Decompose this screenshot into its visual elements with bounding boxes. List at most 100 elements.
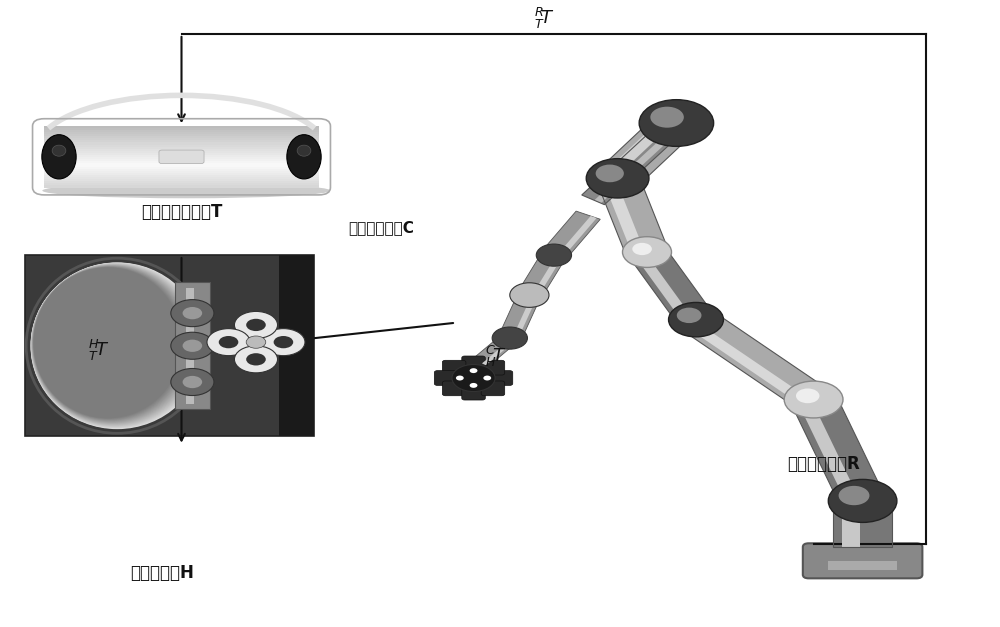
Text: $^H_T\!T$: $^H_T\!T$	[88, 338, 109, 363]
Circle shape	[622, 237, 672, 268]
FancyBboxPatch shape	[44, 126, 319, 128]
FancyBboxPatch shape	[44, 186, 319, 187]
Polygon shape	[680, 310, 829, 409]
Polygon shape	[833, 501, 892, 547]
Circle shape	[470, 368, 477, 373]
Ellipse shape	[31, 264, 197, 426]
FancyBboxPatch shape	[44, 149, 319, 150]
Circle shape	[183, 307, 202, 319]
Polygon shape	[594, 124, 684, 203]
Circle shape	[796, 389, 819, 403]
Circle shape	[171, 369, 214, 396]
Ellipse shape	[32, 265, 195, 424]
Circle shape	[639, 100, 714, 146]
Circle shape	[632, 243, 652, 255]
Ellipse shape	[31, 263, 203, 429]
Polygon shape	[842, 501, 860, 547]
FancyBboxPatch shape	[159, 150, 204, 164]
Circle shape	[828, 480, 897, 522]
Circle shape	[536, 244, 572, 266]
Ellipse shape	[34, 267, 182, 418]
Circle shape	[452, 364, 495, 391]
FancyBboxPatch shape	[44, 177, 319, 179]
Polygon shape	[603, 179, 645, 255]
Circle shape	[470, 383, 477, 388]
Circle shape	[596, 164, 624, 182]
Polygon shape	[482, 339, 515, 366]
Text: 感光板坐标系C: 感光板坐标系C	[348, 220, 414, 235]
Polygon shape	[582, 118, 688, 204]
Ellipse shape	[33, 266, 186, 420]
Ellipse shape	[32, 266, 190, 423]
Circle shape	[246, 353, 266, 366]
FancyBboxPatch shape	[44, 153, 319, 155]
FancyBboxPatch shape	[44, 167, 319, 169]
FancyBboxPatch shape	[44, 169, 319, 171]
Ellipse shape	[31, 263, 201, 428]
Circle shape	[219, 336, 238, 348]
Polygon shape	[532, 256, 562, 297]
Ellipse shape	[42, 135, 76, 179]
Circle shape	[183, 376, 202, 388]
FancyBboxPatch shape	[44, 157, 319, 159]
FancyBboxPatch shape	[44, 147, 319, 149]
FancyBboxPatch shape	[44, 128, 319, 130]
Circle shape	[171, 332, 214, 359]
Polygon shape	[685, 320, 812, 406]
Polygon shape	[629, 247, 714, 325]
Ellipse shape	[31, 263, 199, 427]
FancyBboxPatch shape	[44, 139, 319, 140]
Polygon shape	[542, 211, 600, 259]
FancyBboxPatch shape	[44, 155, 319, 157]
Ellipse shape	[31, 264, 198, 426]
Ellipse shape	[32, 265, 193, 423]
FancyBboxPatch shape	[803, 544, 922, 578]
Bar	[279, 255, 314, 436]
FancyBboxPatch shape	[44, 130, 319, 132]
Ellipse shape	[32, 265, 194, 424]
FancyBboxPatch shape	[462, 356, 485, 371]
FancyBboxPatch shape	[44, 161, 319, 163]
Polygon shape	[556, 216, 597, 258]
FancyBboxPatch shape	[44, 134, 319, 136]
FancyBboxPatch shape	[44, 179, 319, 181]
FancyBboxPatch shape	[462, 385, 485, 400]
Polygon shape	[512, 295, 537, 339]
Text: 口腔坐标系H: 口腔坐标系H	[130, 564, 194, 582]
Circle shape	[839, 486, 869, 505]
FancyBboxPatch shape	[44, 181, 319, 184]
Circle shape	[456, 376, 464, 381]
FancyBboxPatch shape	[489, 371, 513, 386]
Text: 光学定位坐标系T: 光学定位坐标系T	[141, 203, 222, 221]
Circle shape	[246, 319, 266, 331]
FancyBboxPatch shape	[434, 371, 458, 386]
Circle shape	[784, 381, 843, 418]
Circle shape	[586, 159, 649, 198]
Ellipse shape	[287, 135, 321, 179]
FancyBboxPatch shape	[44, 150, 319, 153]
Circle shape	[171, 300, 214, 327]
Polygon shape	[604, 117, 674, 177]
FancyBboxPatch shape	[44, 184, 319, 186]
Bar	[186, 288, 194, 404]
Text: 机器人坐标系R: 机器人坐标系R	[787, 455, 860, 473]
Ellipse shape	[33, 266, 188, 421]
Polygon shape	[518, 252, 566, 298]
Text: $^C_H\!T$: $^C_H\!T$	[485, 344, 507, 369]
Circle shape	[234, 346, 278, 373]
Ellipse shape	[33, 267, 185, 419]
FancyBboxPatch shape	[481, 361, 505, 375]
Circle shape	[483, 376, 491, 381]
Circle shape	[650, 107, 684, 128]
FancyBboxPatch shape	[44, 145, 319, 147]
Circle shape	[262, 329, 305, 356]
Circle shape	[207, 329, 250, 356]
FancyBboxPatch shape	[44, 159, 319, 161]
FancyBboxPatch shape	[44, 136, 319, 139]
FancyBboxPatch shape	[44, 176, 319, 177]
FancyBboxPatch shape	[44, 163, 319, 165]
Circle shape	[183, 340, 202, 352]
Ellipse shape	[52, 145, 66, 156]
Circle shape	[669, 302, 723, 337]
Ellipse shape	[32, 265, 191, 423]
